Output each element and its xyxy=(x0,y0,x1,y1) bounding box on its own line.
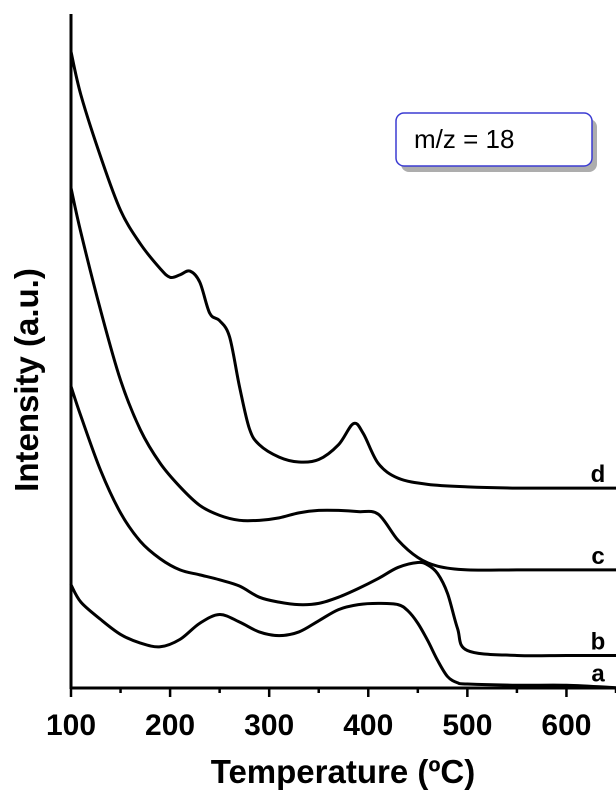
axes: 100 200 300 400 500 600 xyxy=(46,14,616,742)
x-tick-label: 600 xyxy=(541,709,591,742)
y-axis-title: Intensity (a.u.) xyxy=(8,268,45,492)
x-tick-label: 200 xyxy=(145,709,195,742)
series-label-c: c xyxy=(591,543,604,570)
series-layer: ab c d xyxy=(69,50,616,690)
annotation-frame xyxy=(395,112,593,167)
series-line-c xyxy=(69,186,616,572)
series-line-d xyxy=(69,50,616,490)
series-label-a: a xyxy=(591,661,605,688)
series-label-d: d xyxy=(591,461,606,488)
x-axis-title: Temperature (ºC) xyxy=(211,753,475,790)
annotation-box: m/z = 18 xyxy=(395,112,597,172)
series-label-b: b xyxy=(591,628,606,655)
series-line-a xyxy=(69,583,616,690)
x-tick-label: 300 xyxy=(244,709,294,742)
x-tick-label: 500 xyxy=(442,709,492,742)
series-line-b xyxy=(69,384,616,658)
x-tick-label: 100 xyxy=(46,709,96,742)
annotation-text: m/z = 18 xyxy=(414,124,514,154)
x-tick-label: 400 xyxy=(343,709,393,742)
